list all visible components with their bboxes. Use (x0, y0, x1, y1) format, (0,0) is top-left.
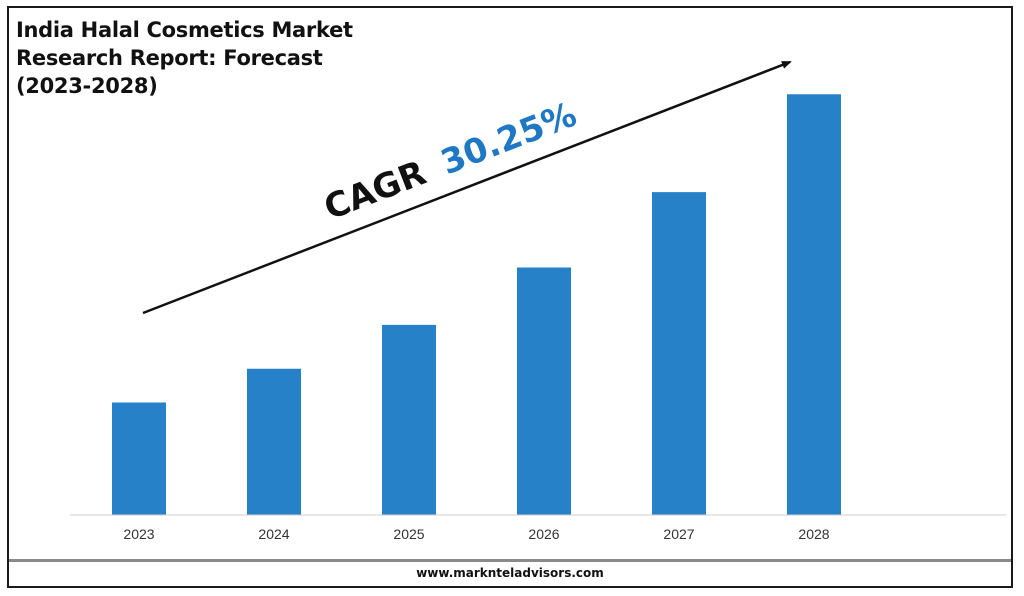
footer-url: www.marknteladvisors.com (416, 566, 604, 580)
title-line-2: Research Report: Forecast (16, 46, 323, 70)
x-tick-labels: 2023 2024 2025 2026 2027 2028 (123, 526, 829, 542)
cagr-annotation: CAGR 30.25% (319, 95, 582, 229)
chart-title: India Halal Cosmetics Market Research Re… (16, 16, 376, 100)
cagr-label: CAGR (319, 153, 432, 228)
bar-2023 (112, 402, 166, 515)
x-tick-label: 2024 (258, 526, 289, 542)
x-tick-label: 2026 (528, 526, 559, 542)
x-tick-label: 2027 (663, 526, 694, 542)
bar-2024 (247, 368, 301, 515)
title-line-3: (2023-2028) (16, 74, 158, 98)
bar-group (112, 94, 841, 515)
footer-divider (9, 559, 1011, 562)
x-tick-label: 2025 (393, 526, 424, 542)
chart-frame (7, 6, 1013, 588)
title-line-1: India Halal Cosmetics Market (16, 18, 353, 42)
bar-2026 (517, 267, 571, 515)
x-tick-label: 2023 (123, 526, 154, 542)
trend-arrow (142, 60, 792, 315)
bar-2025 (382, 324, 436, 515)
x-tick-label: 2028 (798, 526, 829, 542)
bar-2027 (652, 192, 706, 515)
bar-2028 (787, 94, 841, 515)
